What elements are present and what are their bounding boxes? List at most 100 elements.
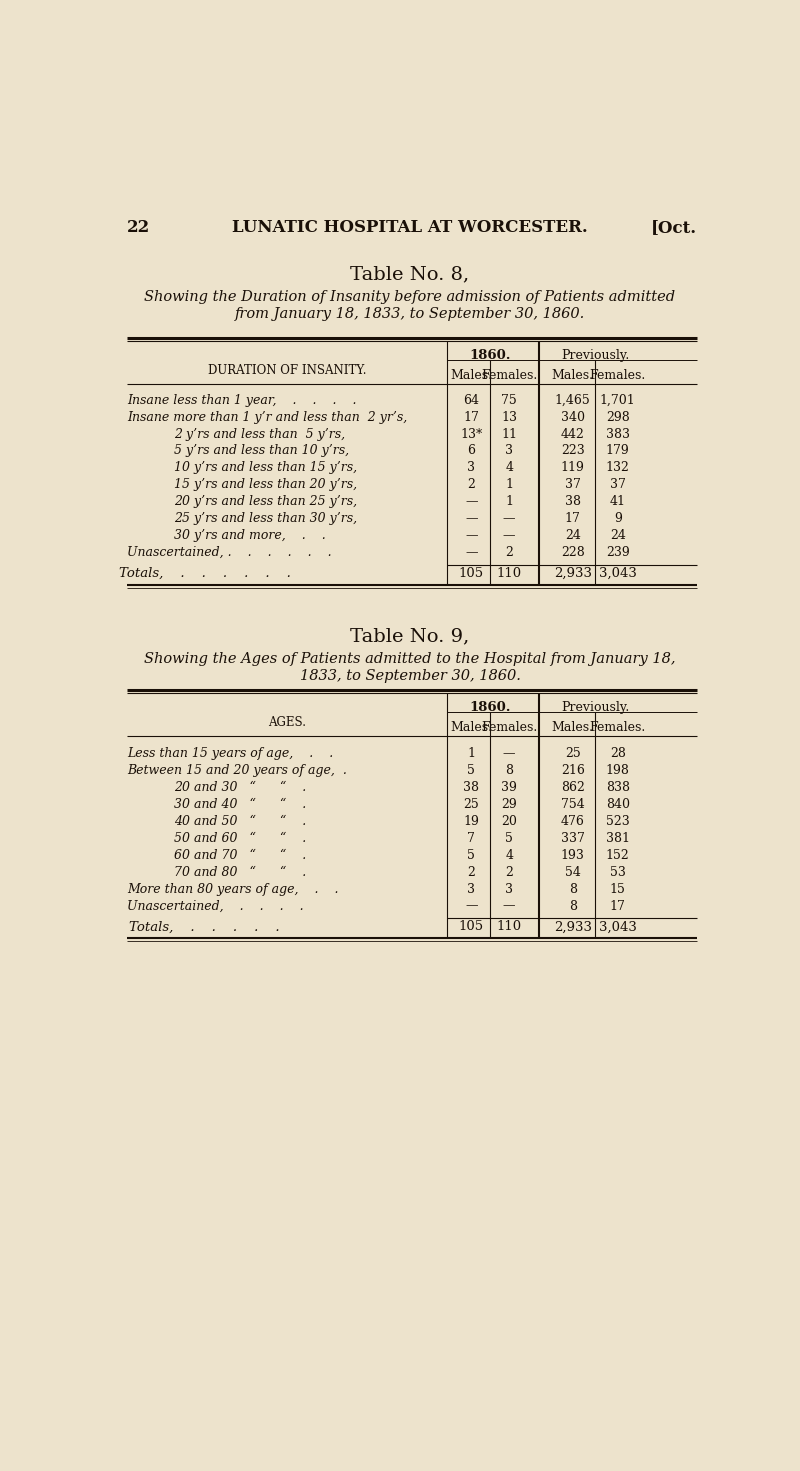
Text: 1,465: 1,465 [555, 394, 590, 406]
Text: 838: 838 [606, 781, 630, 794]
Text: 8: 8 [506, 763, 514, 777]
Text: 198: 198 [606, 763, 630, 777]
Text: 60 and 70   “      “    .: 60 and 70 “ “ . [174, 849, 306, 862]
Text: 3: 3 [467, 883, 475, 896]
Text: —: — [465, 546, 478, 559]
Text: 1: 1 [506, 496, 514, 509]
Text: 30 and 40   “      “    .: 30 and 40 “ “ . [174, 797, 306, 811]
Text: Females.: Females. [481, 721, 538, 734]
Text: Previously.: Previously. [561, 700, 630, 713]
Text: Totals,    .    .    .    .    .    .: Totals, . . . . . . [118, 566, 290, 580]
Text: 110: 110 [497, 921, 522, 933]
Text: 193: 193 [561, 849, 585, 862]
Text: Females.: Females. [590, 369, 646, 382]
Text: 8: 8 [569, 900, 577, 912]
Text: 3: 3 [506, 444, 514, 457]
Text: 25: 25 [463, 797, 479, 811]
Text: 20 y’rs and less than 25 y’rs,: 20 y’rs and less than 25 y’rs, [174, 496, 357, 509]
Text: 37: 37 [565, 478, 581, 491]
Text: [Oct.: [Oct. [650, 219, 697, 235]
Text: 25 y’rs and less than 30 y’rs,: 25 y’rs and less than 30 y’rs, [174, 512, 357, 525]
Text: 340: 340 [561, 410, 585, 424]
Text: —: — [465, 530, 478, 543]
Text: 5: 5 [467, 763, 475, 777]
Text: 1: 1 [506, 478, 514, 491]
Text: 3,043: 3,043 [598, 921, 637, 933]
Text: Totals,    .    .    .    .    .: Totals, . . . . . [130, 921, 280, 933]
Text: 37: 37 [610, 478, 626, 491]
Text: Unascertained,    .    .    .    .: Unascertained, . . . . [127, 900, 304, 912]
Text: 105: 105 [458, 566, 484, 580]
Text: Females.: Females. [590, 721, 646, 734]
Text: Table No. 8,: Table No. 8, [350, 265, 470, 282]
Text: 105: 105 [458, 921, 484, 933]
Text: 28: 28 [610, 747, 626, 761]
Text: 13: 13 [501, 410, 518, 424]
Text: 2: 2 [467, 865, 475, 878]
Text: 4: 4 [506, 849, 514, 862]
Text: —: — [465, 900, 478, 912]
Text: 39: 39 [502, 781, 517, 794]
Text: 40 and 50   “      “    .: 40 and 50 “ “ . [174, 815, 306, 828]
Text: 17: 17 [463, 410, 479, 424]
Text: 50 and 60   “      “    .: 50 and 60 “ “ . [174, 831, 306, 844]
Text: 17: 17 [610, 900, 626, 912]
Text: 523: 523 [606, 815, 630, 828]
Text: 70 and 80   “      “    .: 70 and 80 “ “ . [174, 865, 306, 878]
Text: 132: 132 [606, 462, 630, 475]
Text: Males.: Males. [552, 721, 594, 734]
Text: 6: 6 [467, 444, 475, 457]
Text: 381: 381 [606, 831, 630, 844]
Text: 298: 298 [606, 410, 630, 424]
Text: Insane less than 1 year,    .    .    .    .: Insane less than 1 year, . . . . [127, 394, 357, 406]
Text: 5: 5 [467, 849, 475, 862]
Text: 38: 38 [463, 781, 479, 794]
Text: 54: 54 [565, 865, 581, 878]
Text: 1860.: 1860. [470, 700, 511, 713]
Text: 337: 337 [561, 831, 585, 844]
Text: 9: 9 [614, 512, 622, 525]
Text: Between 15 and 20 years of age,  .: Between 15 and 20 years of age, . [127, 763, 347, 777]
Text: DURATION OF INSANITY.: DURATION OF INSANITY. [208, 365, 366, 378]
Text: Showing the Duration of Insanity before admission of Patients admitted: Showing the Duration of Insanity before … [145, 290, 675, 304]
Text: Males.: Males. [552, 369, 594, 382]
Text: 442: 442 [561, 428, 585, 440]
Text: 383: 383 [606, 428, 630, 440]
Text: 22: 22 [127, 219, 150, 235]
Text: 1,701: 1,701 [600, 394, 635, 406]
Text: 228: 228 [561, 546, 585, 559]
Text: Females.: Females. [481, 369, 538, 382]
Text: —: — [503, 512, 515, 525]
Text: —: — [465, 512, 478, 525]
Text: 20: 20 [502, 815, 517, 828]
Text: 24: 24 [565, 530, 581, 543]
Text: 2 y’rs and less than  5 y’rs,: 2 y’rs and less than 5 y’rs, [174, 428, 345, 440]
Text: 8: 8 [569, 883, 577, 896]
Text: 2: 2 [506, 546, 513, 559]
Text: Table No. 9,: Table No. 9, [350, 627, 470, 644]
Text: 1: 1 [467, 747, 475, 761]
Text: Previously.: Previously. [561, 349, 630, 362]
Text: 75: 75 [502, 394, 517, 406]
Text: 1833, to September 30, 1860.: 1833, to September 30, 1860. [299, 668, 521, 683]
Text: 4: 4 [506, 462, 514, 475]
Text: 5: 5 [506, 831, 513, 844]
Text: —: — [503, 530, 515, 543]
Text: from January 18, 1833, to September 30, 1860.: from January 18, 1833, to September 30, … [235, 307, 585, 322]
Text: 152: 152 [606, 849, 630, 862]
Text: 239: 239 [606, 546, 630, 559]
Text: 110: 110 [497, 566, 522, 580]
Text: 11: 11 [501, 428, 518, 440]
Text: LUNATIC HOSPITAL AT WORCESTER.: LUNATIC HOSPITAL AT WORCESTER. [232, 219, 588, 235]
Text: Less than 15 years of age,    .    .: Less than 15 years of age, . . [127, 747, 334, 761]
Text: 119: 119 [561, 462, 585, 475]
Text: —: — [503, 900, 515, 912]
Text: 2: 2 [467, 478, 475, 491]
Text: 1860.: 1860. [470, 349, 511, 362]
Text: 5 y’rs and less than 10 y’rs,: 5 y’rs and less than 10 y’rs, [174, 444, 349, 457]
Text: 223: 223 [561, 444, 585, 457]
Text: 19: 19 [463, 815, 479, 828]
Text: 840: 840 [606, 797, 630, 811]
Text: 41: 41 [610, 496, 626, 509]
Text: 2: 2 [506, 865, 513, 878]
